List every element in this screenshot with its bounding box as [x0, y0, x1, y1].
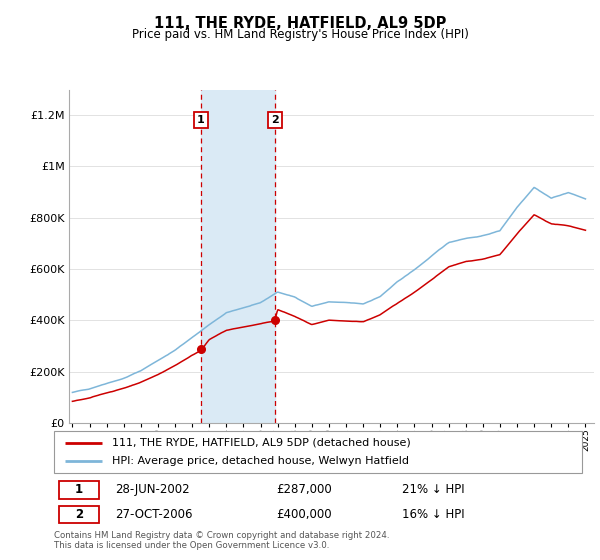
Text: 1: 1 — [75, 483, 83, 496]
Text: Contains HM Land Registry data © Crown copyright and database right 2024.
This d: Contains HM Land Registry data © Crown c… — [54, 531, 389, 550]
Text: 111, THE RYDE, HATFIELD, AL9 5DP (detached house): 111, THE RYDE, HATFIELD, AL9 5DP (detach… — [112, 438, 411, 448]
Text: HPI: Average price, detached house, Welwyn Hatfield: HPI: Average price, detached house, Welw… — [112, 456, 409, 466]
FancyBboxPatch shape — [59, 506, 99, 523]
Text: 2: 2 — [75, 508, 83, 521]
Bar — [200, 90, 275, 423]
Text: 21% ↓ HPI: 21% ↓ HPI — [403, 483, 465, 496]
Text: 2: 2 — [271, 115, 278, 125]
Text: 111, THE RYDE, HATFIELD, AL9 5DP: 111, THE RYDE, HATFIELD, AL9 5DP — [154, 16, 446, 31]
Text: £287,000: £287,000 — [276, 483, 332, 496]
FancyBboxPatch shape — [59, 481, 99, 498]
FancyBboxPatch shape — [54, 431, 582, 473]
Text: £400,000: £400,000 — [276, 508, 331, 521]
Text: 16% ↓ HPI: 16% ↓ HPI — [403, 508, 465, 521]
Text: 28-JUN-2002: 28-JUN-2002 — [115, 483, 190, 496]
Text: 1: 1 — [197, 115, 205, 125]
Text: Price paid vs. HM Land Registry's House Price Index (HPI): Price paid vs. HM Land Registry's House … — [131, 28, 469, 41]
Text: 27-OCT-2006: 27-OCT-2006 — [115, 508, 192, 521]
